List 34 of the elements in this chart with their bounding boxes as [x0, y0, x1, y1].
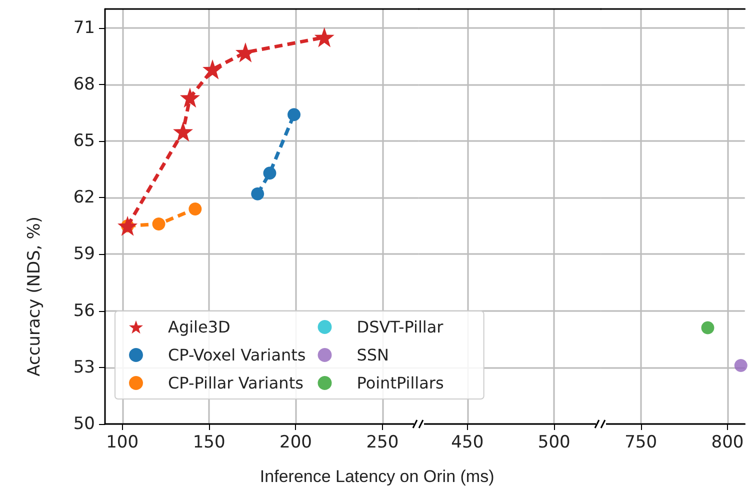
point: [251, 187, 264, 200]
x-tick-label: 750: [624, 432, 658, 452]
legend-label: CP-Pillar Variants: [168, 374, 304, 392]
point: [180, 88, 200, 108]
y-tick-label: 65: [73, 131, 95, 152]
x-tick-label: 200: [280, 432, 312, 452]
point: [173, 122, 194, 142]
x-tick-label: 150: [192, 432, 226, 452]
y-tick-label: 59: [73, 244, 95, 264]
x-tick-label: 100: [106, 432, 139, 452]
y-tick-label: 71: [73, 18, 95, 38]
y-tick-label: 53: [73, 357, 95, 378]
legend-label: DSVT-Pillar: [356, 318, 444, 336]
legend-label: Agile3D: [168, 318, 230, 336]
y-tick-label: 56: [73, 300, 95, 321]
legend-label: CP-Voxel Variants: [168, 346, 306, 364]
legend-label: PointPillars: [356, 374, 444, 392]
x-tick-label: 800: [711, 432, 744, 452]
y-axis-title: Accuracy (NDS, %): [24, 216, 44, 376]
x-tick-label: 250: [366, 432, 399, 452]
point: [263, 166, 276, 180]
point: [118, 216, 138, 236]
x-tick-label: 450: [451, 432, 484, 452]
y-tick-label: 50: [73, 414, 95, 434]
x-axis-title: Inference Latency on Orin (ms): [260, 467, 494, 486]
point: [152, 218, 166, 231]
point: [288, 108, 301, 122]
point: [188, 202, 202, 216]
legend-label: SSN: [356, 346, 390, 364]
point: [314, 27, 334, 48]
point: [202, 59, 223, 80]
y-tick-label: 62: [73, 188, 95, 208]
x-tick-label: 500: [538, 432, 570, 452]
y-tick-label: 68: [73, 74, 95, 94]
